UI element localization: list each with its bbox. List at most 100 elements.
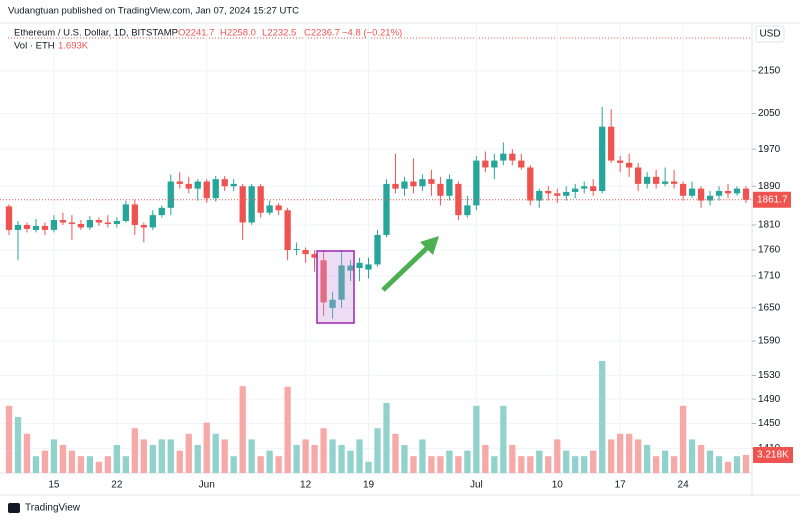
ohlc-close: C2236.7 (304, 28, 340, 39)
candle-body (670, 181, 678, 184)
volume-bar (473, 405, 480, 473)
volume-bar (509, 445, 516, 473)
candle-body (401, 181, 408, 189)
candle-body (491, 160, 498, 168)
volume-bar (590, 450, 597, 473)
brand-name: TradingView (25, 503, 81, 514)
volume-bar (572, 456, 579, 473)
candle-body (230, 183, 237, 187)
volume-bar (428, 456, 435, 473)
x-tick-label: Jun (199, 480, 215, 491)
volume-bar (149, 445, 156, 473)
candle-body (203, 181, 210, 199)
candle-body (374, 234, 381, 265)
candle-body (167, 181, 174, 208)
volume-bar (643, 445, 651, 473)
x-tick-label: 17 (615, 480, 627, 491)
candle-body (626, 162, 633, 168)
candle-body (149, 215, 156, 228)
volume-bar (203, 422, 210, 473)
candle-body (365, 264, 372, 270)
volume-bar (131, 428, 138, 473)
y-tick-label: 1890 (758, 181, 781, 192)
symbol-title: Ethereum / U.S. Dollar, 1D, BITSTAMP (14, 28, 178, 39)
x-tick-label: 10 (552, 480, 564, 491)
volume-bar (652, 456, 660, 473)
volume-bar (554, 439, 561, 473)
volume-bar (617, 433, 624, 473)
volume-bar (212, 433, 219, 473)
highlight-box (316, 250, 355, 324)
x-tick-label: 15 (48, 480, 60, 491)
volume-bar (419, 439, 426, 473)
volume-bar (374, 428, 381, 473)
candle-body (410, 181, 417, 187)
candle-body (329, 299, 336, 308)
candle-body (50, 220, 58, 230)
volume-bar (661, 450, 669, 473)
candle-body (742, 188, 750, 200)
candle-body (293, 249, 300, 251)
candle-body (122, 204, 129, 222)
volume-bar (59, 445, 67, 473)
candle-body (635, 167, 642, 184)
y-tick-label: 1490 (758, 394, 781, 405)
last-price-label: 1861.7 (757, 194, 788, 205)
candle-body (59, 220, 67, 223)
volume-bar (50, 439, 58, 473)
candle-body (212, 179, 219, 199)
y-tick-label: 2050 (758, 108, 781, 119)
currency[interactable]: USD (759, 29, 780, 40)
y-tick-label: 1650 (758, 302, 781, 313)
candle-body (320, 260, 327, 303)
volume-bar (527, 456, 534, 473)
volume-bar (356, 439, 363, 473)
y-tick-label: 1970 (758, 144, 781, 155)
candle-body (113, 221, 120, 224)
volume-bar (733, 456, 741, 473)
candle-body (724, 190, 732, 194)
last-volume-label: 3.218K (757, 450, 789, 461)
candle-body (688, 188, 696, 196)
volume-bar (320, 428, 327, 473)
candle-body (284, 210, 291, 251)
volume-bar (670, 456, 678, 473)
volume-bar (401, 445, 408, 473)
volume-bar (446, 450, 453, 473)
volume-bar (688, 439, 696, 473)
volume-bar (248, 439, 255, 473)
candle-body (194, 181, 201, 189)
logo (8, 503, 20, 513)
candle-body (257, 186, 264, 213)
candle-body (158, 207, 165, 216)
volume-bar (185, 433, 192, 473)
y-tick-label: 1810 (758, 220, 781, 231)
volume-bar (239, 386, 246, 473)
volume-bar (464, 450, 471, 473)
volume-bar (563, 450, 570, 473)
candle-body (248, 186, 255, 223)
candle-body (419, 179, 426, 187)
volume-bar (302, 439, 309, 473)
y-tick-label: 1760 (758, 245, 781, 256)
volume-bar (536, 450, 543, 473)
candle-body (5, 206, 13, 230)
volume-text: 1.693K (58, 41, 89, 52)
volume-layer (5, 361, 750, 473)
candle-body (652, 176, 660, 184)
volume-bar (86, 456, 94, 473)
candle-body (733, 188, 741, 194)
volume-bar (95, 461, 103, 473)
candle-body (104, 222, 112, 224)
candle-body (643, 176, 651, 184)
candle-body (706, 195, 714, 201)
currency-box[interactable] (755, 25, 785, 43)
candle-body (661, 181, 669, 184)
volume-bar (293, 445, 300, 473)
last-price-box (753, 191, 791, 208)
volume-bar (14, 417, 22, 473)
candle-layer (5, 106, 750, 319)
volume-bar (23, 433, 31, 473)
candle-body (581, 186, 588, 189)
